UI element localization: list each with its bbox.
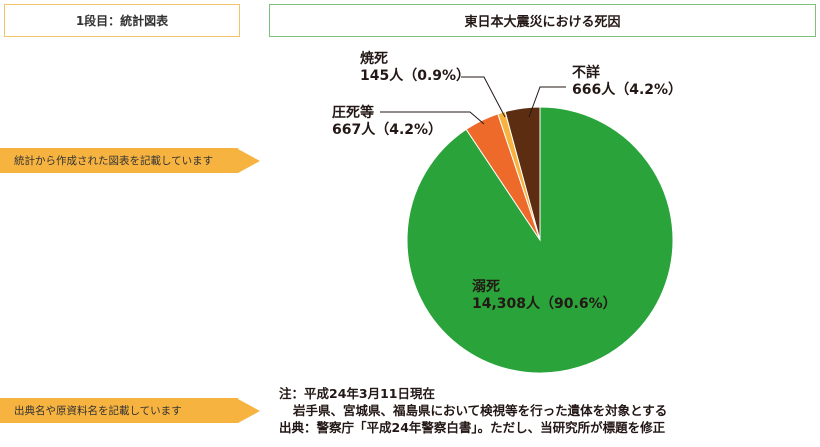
label-drowning-value: 14,308人（90.6%） <box>472 295 617 312</box>
label-burn-name: 焼死 <box>360 50 388 67</box>
pie-slice-unknown <box>504 106 541 241</box>
label-burn-value: 145人（0.9%） <box>360 67 470 84</box>
chart-guide-text: 統計から作成された図表を記載しています <box>0 148 238 173</box>
arrow-head-icon <box>238 398 260 423</box>
chart-title: 東日本大震災における死因 <box>269 4 816 37</box>
note-source: 出典：警察庁「平成24年警察白書」。ただし、当研究所が標題を修正 <box>279 420 666 435</box>
notes: 注：平成24年3月11日現在 岩手県、宮城県、福島県において検視等を行った遺体を… <box>279 385 667 436</box>
label-crush-value: 667人（4.2%） <box>332 121 442 138</box>
source-guide-text: 出典名や原資料名を記載しています <box>0 398 238 423</box>
source-guide-arrow: 出典名や原資料名を記載しています <box>0 398 260 423</box>
note-scope: 岩手県、宮城県、福島県において検視等を行った遺体を対象とする <box>293 403 668 418</box>
leader-line-unknown <box>528 86 566 118</box>
note-date: 注：平成24年3月11日現在 <box>279 386 435 401</box>
tier-label: 1段目：統計図表 <box>4 4 240 37</box>
chart-guide-arrow: 統計から作成された図表を記載しています <box>0 148 260 173</box>
label-crush-name: 圧死等 <box>332 104 374 121</box>
arrow-head-icon <box>238 148 260 173</box>
label-drowning-name: 溺死 <box>472 279 500 295</box>
leader-line-crush <box>380 111 485 125</box>
label-unknown-name: 不詳 <box>572 64 600 81</box>
leader-line-burn <box>461 76 506 118</box>
label-unknown-value: 666人（4.2%） <box>572 81 682 98</box>
